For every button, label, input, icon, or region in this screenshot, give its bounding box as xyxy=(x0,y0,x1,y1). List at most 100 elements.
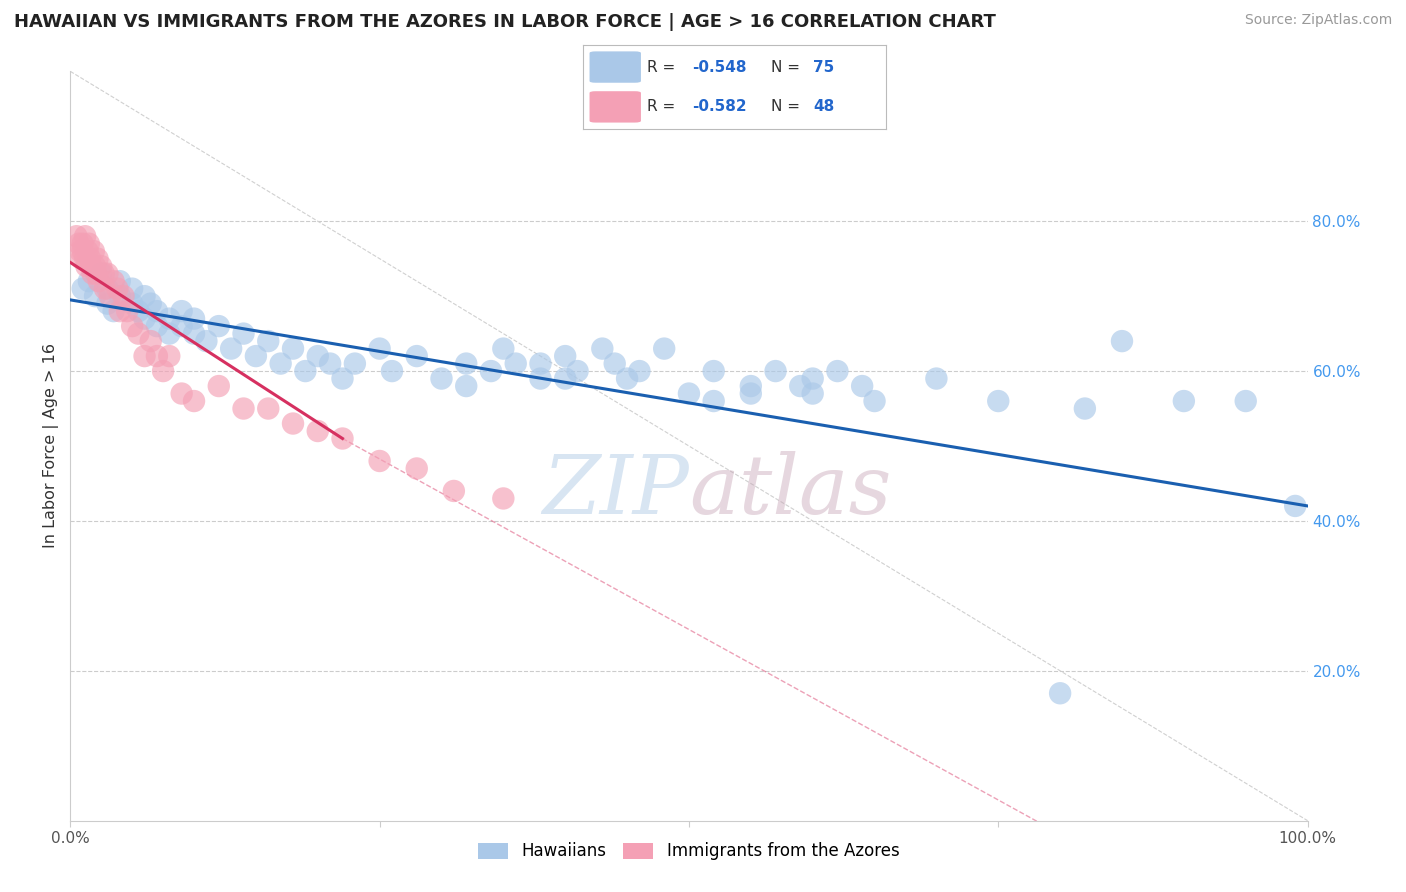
Point xyxy=(456,379,478,393)
Point xyxy=(319,357,342,371)
Text: atlas: atlas xyxy=(689,451,891,531)
Point xyxy=(851,379,873,393)
Point xyxy=(134,349,156,363)
Point xyxy=(789,379,811,393)
Point xyxy=(430,371,453,385)
Point xyxy=(208,319,231,334)
Point xyxy=(1111,334,1133,348)
Point xyxy=(381,364,404,378)
Point xyxy=(134,289,156,303)
Point xyxy=(294,364,316,378)
Point xyxy=(96,296,118,310)
Point xyxy=(245,349,267,363)
Point xyxy=(270,357,292,371)
Point xyxy=(157,349,180,363)
Point xyxy=(183,326,205,341)
Text: 48: 48 xyxy=(813,99,835,114)
Text: HAWAIIAN VS IMMIGRANTS FROM THE AZORES IN LABOR FORCE | AGE > 16 CORRELATION CHA: HAWAIIAN VS IMMIGRANTS FROM THE AZORES I… xyxy=(14,13,995,31)
Point xyxy=(72,244,94,259)
Point xyxy=(121,282,143,296)
Point xyxy=(77,274,100,288)
Point xyxy=(405,349,427,363)
Point xyxy=(152,364,174,378)
Point xyxy=(103,274,125,288)
Point xyxy=(1074,401,1097,416)
Point xyxy=(90,259,112,273)
Point xyxy=(96,282,118,296)
Point xyxy=(257,334,280,348)
Point xyxy=(121,296,143,310)
Point xyxy=(77,236,100,251)
Point xyxy=(90,267,112,281)
Point xyxy=(75,252,97,266)
Point xyxy=(146,304,169,318)
Point xyxy=(1234,394,1257,409)
Point xyxy=(405,461,427,475)
Point xyxy=(70,252,93,266)
Point xyxy=(591,342,613,356)
Legend: Hawaiians, Immigrants from the Azores: Hawaiians, Immigrants from the Azores xyxy=(470,834,908,869)
Point xyxy=(108,274,131,288)
Text: R =: R = xyxy=(647,60,681,75)
Point xyxy=(219,342,242,356)
Point xyxy=(183,394,205,409)
Point xyxy=(72,282,94,296)
Point xyxy=(628,364,651,378)
Point xyxy=(139,296,162,310)
Point xyxy=(69,244,91,259)
Point xyxy=(115,304,138,318)
Point xyxy=(505,357,527,371)
Point xyxy=(183,311,205,326)
Point xyxy=(332,371,354,385)
Point xyxy=(765,364,787,378)
Point xyxy=(72,236,94,251)
Point xyxy=(75,259,97,273)
Point xyxy=(307,349,329,363)
Point xyxy=(307,424,329,438)
Point xyxy=(86,252,108,266)
Point xyxy=(479,364,502,378)
Point xyxy=(98,289,121,303)
Point xyxy=(703,364,725,378)
Point xyxy=(157,326,180,341)
Point xyxy=(343,357,366,371)
Point xyxy=(170,319,193,334)
Point xyxy=(1284,499,1306,513)
Point xyxy=(105,282,128,296)
Text: N =: N = xyxy=(770,60,804,75)
Point xyxy=(554,371,576,385)
Point xyxy=(801,386,824,401)
Point xyxy=(257,401,280,416)
Point xyxy=(146,319,169,334)
Point xyxy=(146,349,169,363)
Point xyxy=(529,371,551,385)
Point xyxy=(127,304,149,318)
Point xyxy=(925,371,948,385)
Point xyxy=(93,267,115,281)
Point xyxy=(529,357,551,371)
Point xyxy=(79,252,101,266)
Point xyxy=(87,274,110,288)
Point xyxy=(368,342,391,356)
Text: Source: ZipAtlas.com: Source: ZipAtlas.com xyxy=(1244,13,1392,28)
Text: R =: R = xyxy=(647,99,681,114)
Point xyxy=(195,334,218,348)
Point xyxy=(1049,686,1071,700)
Y-axis label: In Labor Force | Age > 16: In Labor Force | Age > 16 xyxy=(44,343,59,549)
Point xyxy=(84,289,107,303)
Point xyxy=(108,304,131,318)
Point xyxy=(94,282,117,296)
Point xyxy=(84,259,107,273)
Text: -0.582: -0.582 xyxy=(692,99,747,114)
Point xyxy=(740,379,762,393)
Point xyxy=(96,267,118,281)
Point xyxy=(75,229,97,244)
Point xyxy=(567,364,589,378)
Text: 75: 75 xyxy=(813,60,835,75)
Point xyxy=(332,432,354,446)
FancyBboxPatch shape xyxy=(589,52,641,83)
Point xyxy=(83,244,105,259)
Point xyxy=(127,326,149,341)
Point xyxy=(112,289,135,303)
Point xyxy=(603,357,626,371)
